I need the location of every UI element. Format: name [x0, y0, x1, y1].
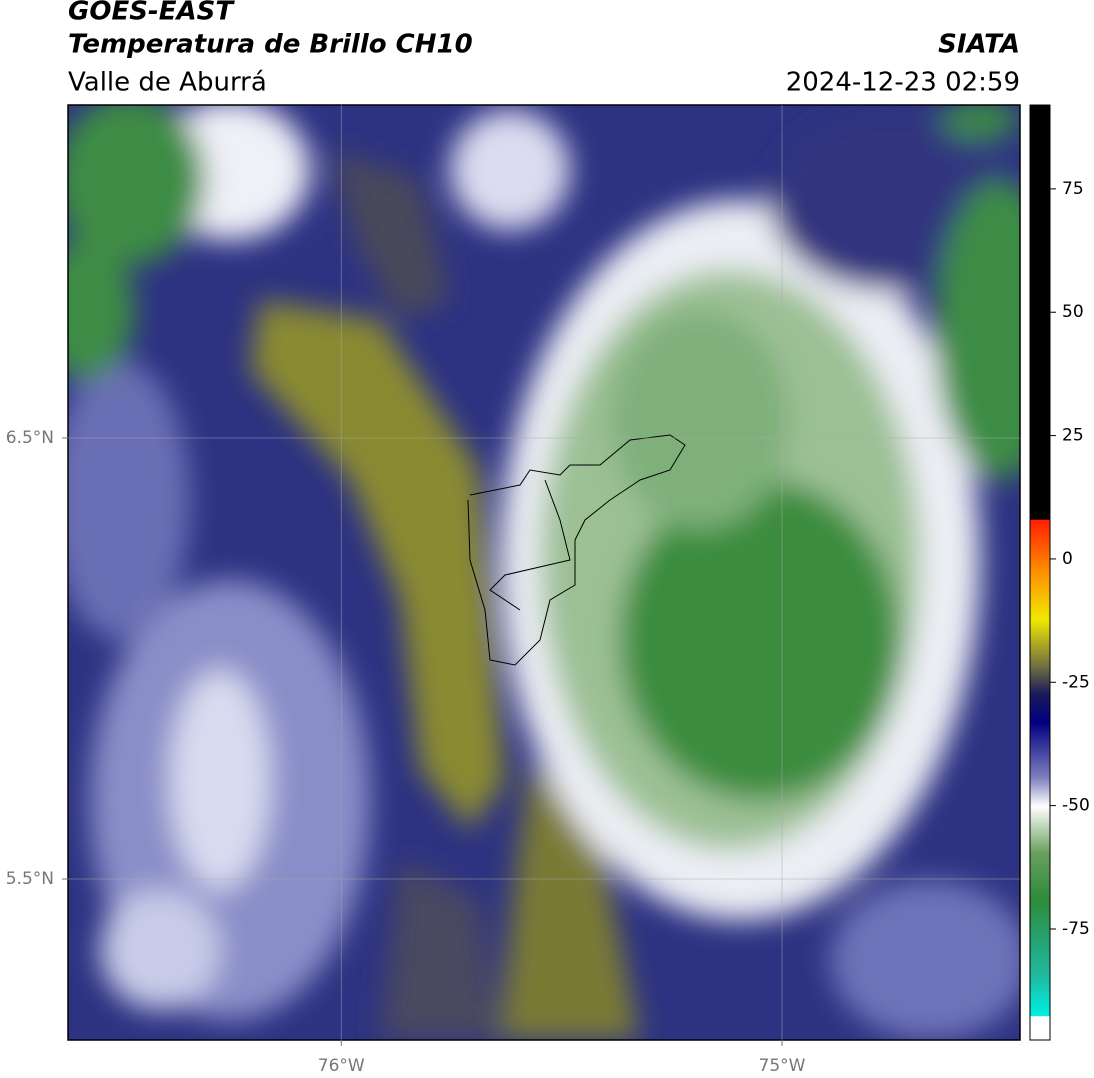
colorbar-tick-label: -25 [1062, 672, 1090, 692]
title: GOES-EAST [68, 0, 235, 27]
colorbar-tick-label: 25 [1062, 426, 1084, 446]
map-image [68, 105, 1020, 1040]
y-tick-label: 6.5°N [6, 428, 54, 448]
region: Valle de Aburrá [68, 68, 267, 98]
x-tick-label: 76°W [318, 1056, 365, 1076]
colorbar-tick-label: 75 [1062, 179, 1084, 199]
y-tick-label: 5.5°N [6, 869, 54, 889]
colorbar-tick-label: -75 [1062, 919, 1090, 939]
colorbar-tick-label: -50 [1062, 796, 1090, 816]
colorbar-tick-label: 0 [1062, 549, 1073, 569]
colorbar [1029, 104, 1051, 1041]
map-frame [67, 104, 1021, 1041]
timestamp: 2024-12-23 02:59 [786, 68, 1020, 98]
source: SIATA [938, 30, 1020, 60]
subtitle: Temperatura de Brillo CH10 [68, 30, 473, 60]
x-tick-label: 75°W [759, 1056, 806, 1076]
colorbar-tick-label: 50 [1062, 302, 1084, 322]
